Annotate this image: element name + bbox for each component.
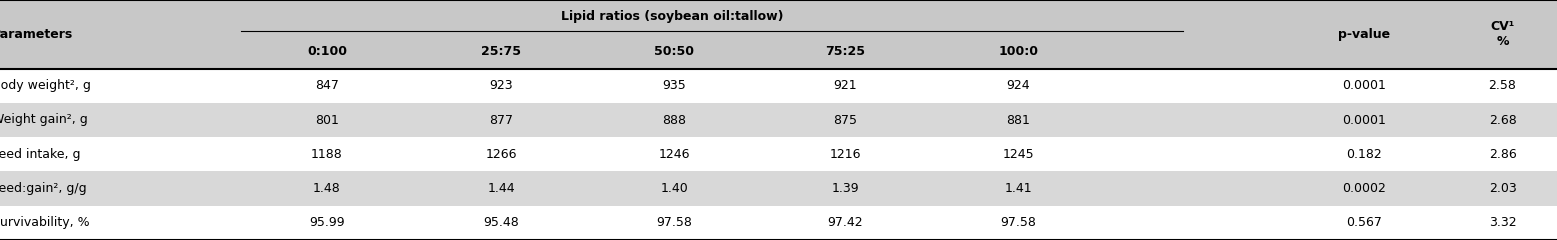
Text: 0.567: 0.567 — [1345, 216, 1383, 229]
Bar — [0, 137, 1557, 171]
Text: 2.86: 2.86 — [1488, 148, 1517, 161]
Text: 875: 875 — [833, 114, 858, 126]
Text: Body weight², g: Body weight², g — [0, 79, 92, 92]
Text: CV¹
%: CV¹ % — [1490, 20, 1515, 48]
Text: Weight gain², g: Weight gain², g — [0, 114, 87, 126]
Text: 97.58: 97.58 — [655, 216, 693, 229]
Text: 1.40: 1.40 — [660, 182, 688, 195]
Text: 97.42: 97.42 — [828, 216, 863, 229]
Bar — [0, 69, 1557, 103]
Text: 2.03: 2.03 — [1488, 182, 1517, 195]
Text: 1.41: 1.41 — [1004, 182, 1032, 195]
Text: 100:0: 100:0 — [998, 45, 1039, 58]
Bar — [0, 103, 1557, 137]
Text: 2.68: 2.68 — [1488, 114, 1517, 126]
Text: 1216: 1216 — [830, 148, 861, 161]
Text: 881: 881 — [1006, 114, 1031, 126]
Text: Feed intake, g: Feed intake, g — [0, 148, 81, 161]
Text: Feed:gain², g/g: Feed:gain², g/g — [0, 182, 87, 195]
Text: 3.32: 3.32 — [1488, 216, 1517, 229]
Text: 0:100: 0:100 — [307, 45, 347, 58]
Text: p-value: p-value — [1337, 28, 1390, 41]
Text: 924: 924 — [1006, 79, 1031, 92]
Text: 1188: 1188 — [311, 148, 343, 161]
Text: 95.99: 95.99 — [310, 216, 344, 229]
Text: 921: 921 — [833, 79, 858, 92]
Text: 1.48: 1.48 — [313, 182, 341, 195]
Text: 95.48: 95.48 — [484, 216, 518, 229]
Text: 97.58: 97.58 — [1000, 216, 1037, 229]
Text: 0.0001: 0.0001 — [1342, 114, 1386, 126]
Text: 25:75: 25:75 — [481, 45, 522, 58]
Text: 847: 847 — [315, 79, 339, 92]
Text: 1.44: 1.44 — [487, 182, 515, 195]
Text: 935: 935 — [662, 79, 687, 92]
Bar — [0, 171, 1557, 206]
Text: Parameters: Parameters — [0, 28, 73, 41]
Text: 2.58: 2.58 — [1488, 79, 1517, 92]
Text: 877: 877 — [489, 114, 514, 126]
Bar — [0, 0, 1557, 69]
Text: Survivability, %: Survivability, % — [0, 216, 90, 229]
Text: 1266: 1266 — [486, 148, 517, 161]
Text: 1246: 1246 — [659, 148, 690, 161]
Text: 923: 923 — [489, 79, 514, 92]
Text: 801: 801 — [315, 114, 339, 126]
Text: 1.39: 1.39 — [831, 182, 859, 195]
Text: 888: 888 — [662, 114, 687, 126]
Text: 75:25: 75:25 — [825, 45, 866, 58]
Text: 0.0002: 0.0002 — [1342, 182, 1386, 195]
Bar — [0, 206, 1557, 240]
Text: 0.0001: 0.0001 — [1342, 79, 1386, 92]
Text: 50:50: 50:50 — [654, 45, 694, 58]
Text: 1245: 1245 — [1003, 148, 1034, 161]
Text: Lipid ratios (soybean oil:tallow): Lipid ratios (soybean oil:tallow) — [562, 10, 783, 23]
Text: 0.182: 0.182 — [1347, 148, 1381, 161]
